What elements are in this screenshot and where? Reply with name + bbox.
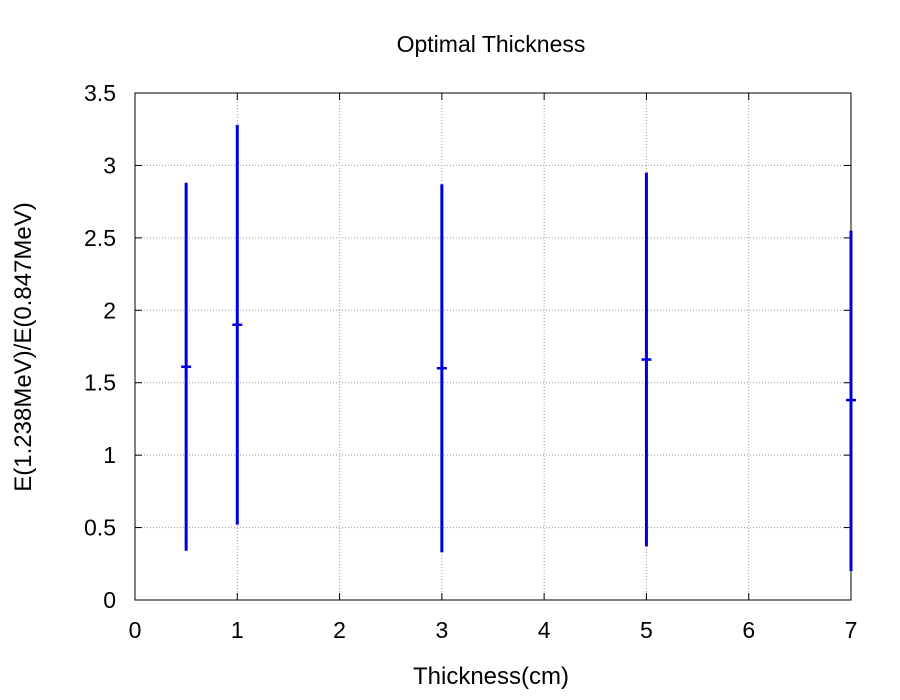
y-axis-label: E(1.238MeV)/E(0.847MeV) bbox=[10, 202, 37, 491]
y-tick-label: 1 bbox=[103, 442, 116, 468]
x-tick-label: 7 bbox=[845, 617, 858, 643]
y-tick-label: 3 bbox=[103, 152, 116, 178]
x-tick-label: 5 bbox=[640, 617, 653, 643]
error-bar-point bbox=[181, 182, 192, 551]
y-tick-label: 3.5 bbox=[84, 80, 116, 106]
chart-title: Optimal Thickness bbox=[397, 31, 586, 57]
x-tick-label: 6 bbox=[742, 617, 755, 643]
x-tick-label: 2 bbox=[333, 617, 346, 643]
x-tick-label: 1 bbox=[231, 617, 244, 643]
error-bar-point bbox=[846, 230, 856, 572]
x-tick-label: 0 bbox=[129, 617, 142, 643]
plot-border bbox=[134, 92, 852, 601]
y-tick-label: 0 bbox=[103, 587, 116, 613]
error-bar-series bbox=[181, 124, 856, 572]
error-bar-point bbox=[436, 184, 447, 553]
x-tick-label: 4 bbox=[538, 617, 551, 643]
grid bbox=[135, 93, 851, 600]
ticks: 0 1 2 3 4 5 6 7 0 0.5 1 1.5 2 2.5 3 3.5 bbox=[84, 80, 857, 643]
y-tick-label: 0.5 bbox=[84, 515, 116, 541]
x-tick-label: 3 bbox=[435, 617, 448, 643]
plot-frame bbox=[134, 92, 852, 601]
y-tick-label: 1.5 bbox=[84, 370, 116, 396]
x-axis-label: Thickness(cm) bbox=[413, 663, 569, 690]
error-bar-point bbox=[232, 124, 243, 525]
y-tick-label: 2.5 bbox=[84, 225, 116, 251]
y-tick-label: 2 bbox=[103, 297, 116, 323]
error-bar-point bbox=[641, 172, 652, 547]
